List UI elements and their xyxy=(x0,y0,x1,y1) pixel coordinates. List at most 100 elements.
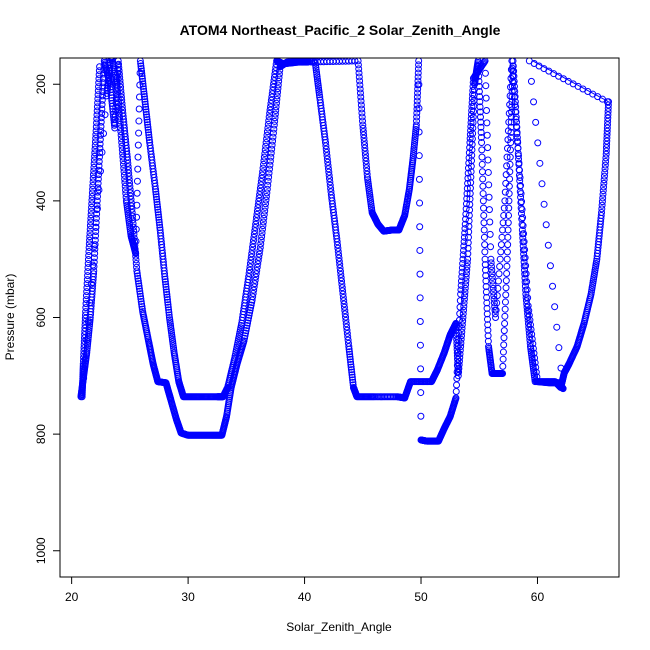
data-point xyxy=(84,335,92,343)
data-point xyxy=(88,196,96,204)
data-point xyxy=(464,233,472,241)
data-point xyxy=(129,212,136,220)
data-point xyxy=(339,287,347,295)
data-point xyxy=(258,233,266,241)
data-point xyxy=(93,193,101,200)
data-point xyxy=(462,205,470,213)
data-point xyxy=(162,285,170,293)
data-point xyxy=(456,297,464,305)
data-point xyxy=(87,214,95,222)
data-point xyxy=(462,215,470,223)
data-point xyxy=(460,295,468,303)
data-point xyxy=(91,141,99,149)
data-point xyxy=(161,275,169,283)
data-point xyxy=(264,181,272,189)
data-point xyxy=(165,308,173,316)
data-point xyxy=(477,123,485,131)
data-point xyxy=(114,88,122,96)
data-point xyxy=(484,144,492,152)
data-point xyxy=(468,106,476,114)
data-point xyxy=(360,131,368,139)
data-point xyxy=(161,278,169,286)
data-point xyxy=(142,108,150,116)
data-point xyxy=(98,105,106,113)
data-point xyxy=(93,103,101,111)
data-point xyxy=(414,85,422,93)
data-point xyxy=(135,105,143,113)
data-point xyxy=(262,139,270,147)
data-point xyxy=(336,264,344,272)
connector-line xyxy=(532,60,609,103)
data-point xyxy=(505,118,513,126)
data-point xyxy=(253,266,261,274)
data-point xyxy=(516,174,524,182)
data-point xyxy=(540,200,548,208)
data-point xyxy=(476,93,484,101)
data-point xyxy=(84,318,92,326)
data-point xyxy=(516,166,523,174)
data-point xyxy=(258,225,266,233)
data-point xyxy=(416,294,424,302)
data-point xyxy=(453,362,461,370)
data-point xyxy=(344,333,352,341)
data-point xyxy=(89,171,97,179)
data-point xyxy=(461,225,469,233)
data-point xyxy=(513,137,521,145)
data-point xyxy=(322,145,330,153)
data-point xyxy=(140,88,148,96)
data-point xyxy=(263,185,271,193)
data-point xyxy=(121,182,129,190)
data-point xyxy=(603,124,611,132)
data-point xyxy=(604,114,612,122)
data-point xyxy=(452,387,460,395)
data-point xyxy=(91,145,99,153)
data-point xyxy=(454,355,462,363)
data-point xyxy=(86,233,94,241)
data-point xyxy=(464,174,472,182)
data-point xyxy=(322,139,330,147)
data-point xyxy=(93,205,101,213)
data-point xyxy=(506,153,514,161)
data-point xyxy=(455,329,463,337)
data-point xyxy=(515,159,523,167)
data-point xyxy=(267,96,275,104)
data-point xyxy=(354,58,362,65)
data-point xyxy=(115,102,123,110)
data-point xyxy=(414,89,422,97)
data-point xyxy=(458,264,466,272)
data-point xyxy=(523,303,531,311)
data-point xyxy=(142,110,150,118)
data-point xyxy=(411,132,419,140)
data-point xyxy=(488,273,496,281)
data-point xyxy=(457,335,465,343)
data-point xyxy=(493,299,501,307)
data-point xyxy=(138,75,146,83)
data-point xyxy=(467,123,475,131)
data-point xyxy=(141,98,149,106)
data-point xyxy=(409,154,417,162)
data-point xyxy=(124,166,132,174)
data-point xyxy=(462,200,470,208)
data-point xyxy=(339,293,347,301)
data-point xyxy=(105,74,113,82)
data-point xyxy=(476,103,484,111)
data-point xyxy=(361,144,369,152)
data-point xyxy=(345,348,353,356)
data-point xyxy=(469,82,477,90)
data-point xyxy=(517,182,525,190)
data-point xyxy=(466,135,474,143)
data-point xyxy=(524,302,532,310)
data-point xyxy=(544,241,552,249)
data-point xyxy=(463,190,471,198)
data-point xyxy=(483,310,491,318)
data-point xyxy=(499,226,507,234)
data-point xyxy=(254,260,262,268)
data-point xyxy=(354,61,362,69)
data-point xyxy=(347,358,355,366)
data-point xyxy=(513,130,521,138)
data-point xyxy=(344,336,352,344)
data-point xyxy=(121,179,129,187)
data-point xyxy=(357,93,365,101)
data-point xyxy=(90,160,98,168)
data-point xyxy=(132,225,140,233)
